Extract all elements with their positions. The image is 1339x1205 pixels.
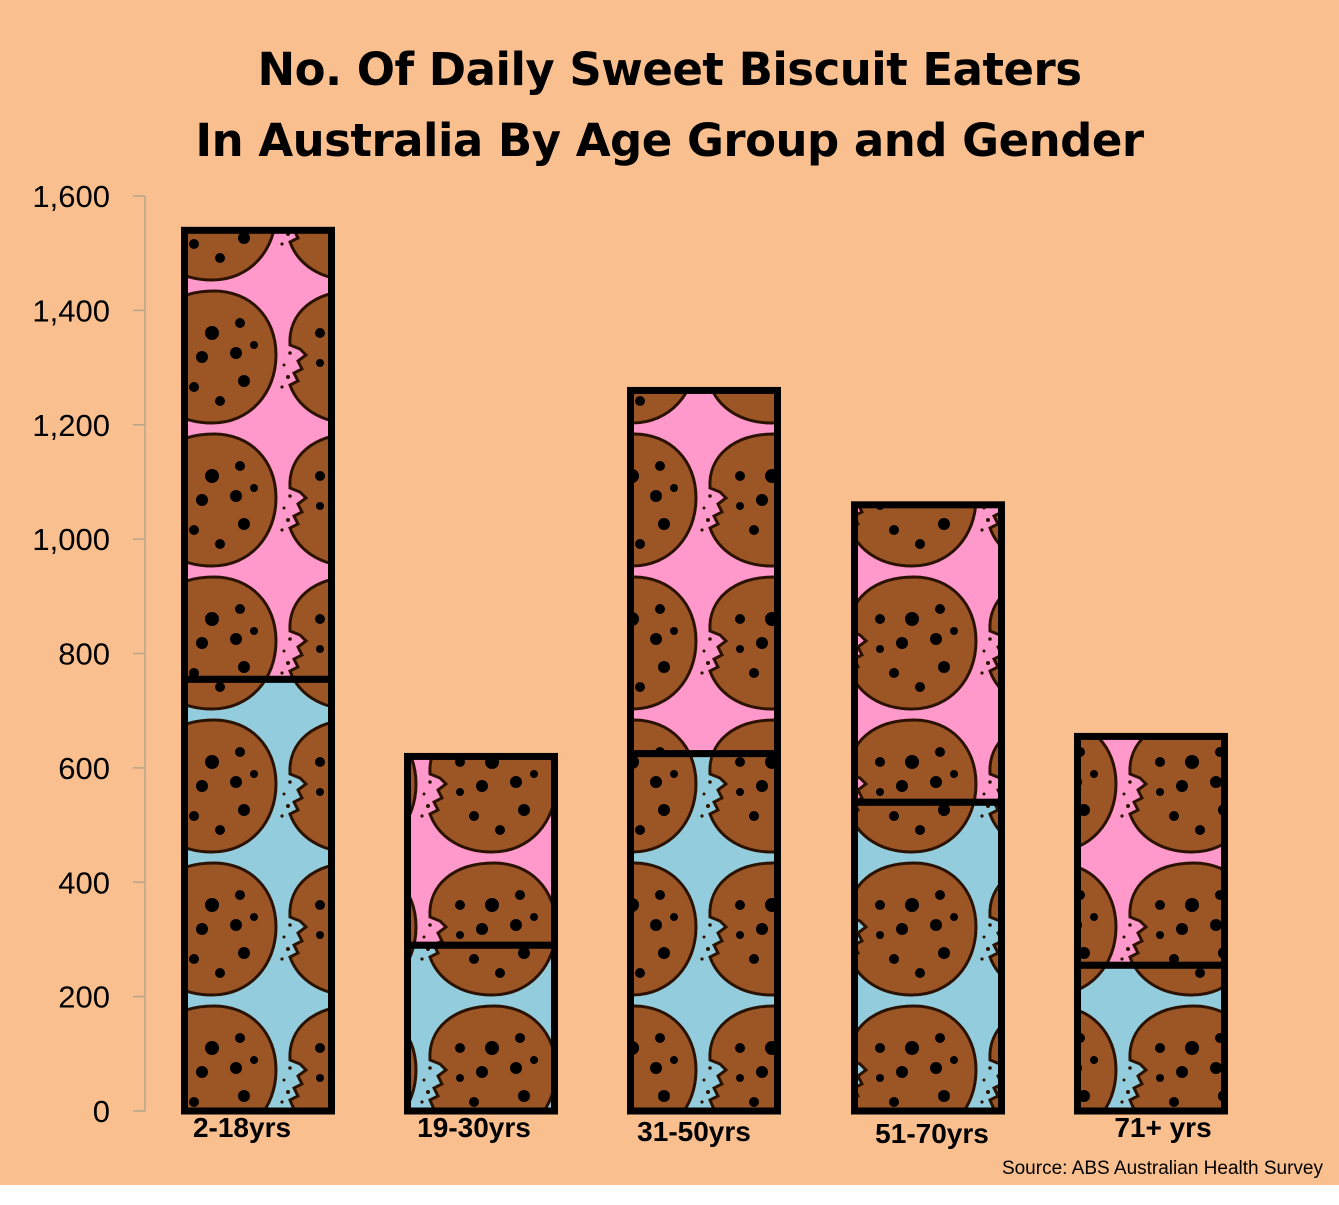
source-note: Source: ABS Australian Health Survey xyxy=(1001,1158,1323,1179)
x-tick-label: 2-18yrs xyxy=(193,1112,291,1143)
y-tick-label: 1,600 xyxy=(32,179,110,214)
bar-female-19-30yrs xyxy=(404,752,558,949)
chart-title-line-2: In Australia By Age Group and Gender xyxy=(195,114,1144,167)
x-tick-label: 19-30yrs xyxy=(417,1112,531,1143)
chart-title-line-1: No. Of Daily Sweet Biscuit Eaters xyxy=(257,43,1082,96)
bar-female-51-70yrs xyxy=(851,501,1005,806)
bar-male-19-30yrs xyxy=(404,941,558,1115)
x-tick-label: 51-70yrs xyxy=(875,1118,989,1149)
y-tick-label: 0 xyxy=(93,1094,110,1129)
y-tick-label: 600 xyxy=(58,751,110,786)
y-tick-label: 800 xyxy=(58,637,110,672)
x-tick-label: 71+ yrs xyxy=(1114,1112,1211,1143)
y-tick-label: 1,000 xyxy=(32,522,110,557)
y-tick-label: 1,200 xyxy=(32,408,110,443)
x-tick-label: 31-50yrs xyxy=(637,1116,751,1147)
bar-male-51-70yrs xyxy=(851,798,1005,1115)
y-tick-label: 200 xyxy=(58,980,110,1015)
bar-female-71-yrs xyxy=(1074,732,1228,969)
bar-female-2-18yrs xyxy=(181,226,335,683)
y-tick-label: 1,400 xyxy=(32,293,110,328)
bar-male-71-yrs xyxy=(1074,961,1228,1115)
y-tick-label: 400 xyxy=(58,865,110,900)
bar-female-31-50yrs xyxy=(627,386,781,758)
bar-male-2-18yrs xyxy=(181,675,335,1115)
bar-male-31-50yrs xyxy=(627,750,781,1115)
